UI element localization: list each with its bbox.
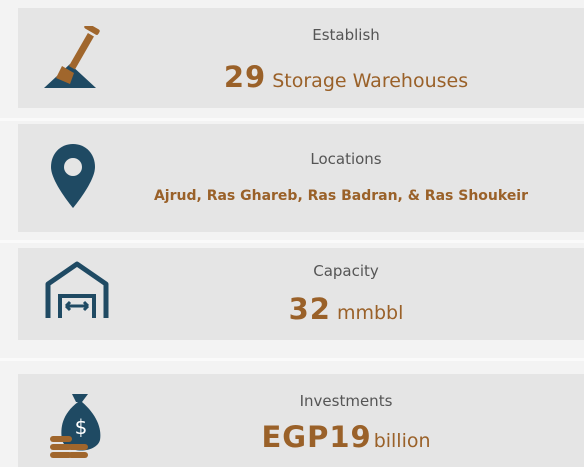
- card-unit: billion: [373, 430, 431, 452]
- card-unit: Storage Warehouses: [272, 70, 469, 92]
- card-text: Ajrud, Ras Ghareb, Ras Badran, & Ras Sho…: [153, 188, 529, 204]
- card-label: Locations: [310, 150, 382, 168]
- card: Capacity 32 mmbbl: [18, 248, 584, 340]
- warehouse-icon: [45, 261, 109, 318]
- card-unit: mmbbl: [336, 302, 404, 324]
- separator: [0, 358, 584, 361]
- card-label: Establish: [312, 26, 380, 44]
- card-value-line: EGP19 billion: [108, 420, 584, 454]
- card-label: Capacity: [313, 262, 379, 280]
- separator: [0, 240, 584, 243]
- money-icon: $: [50, 394, 101, 458]
- svg-text:$: $: [75, 415, 88, 439]
- card-value-line: 29 Storage Warehouses: [108, 60, 584, 94]
- card: Locations Ajrud, Ras Ghareb, Ras Badran,…: [18, 124, 584, 232]
- shovel-icon: [44, 26, 100, 88]
- location-icon: [51, 144, 95, 208]
- card-value: 32: [288, 292, 331, 326]
- card-value: 29: [223, 60, 267, 94]
- separator: [0, 118, 584, 121]
- card-value-line: 32 mmbbl: [108, 292, 584, 326]
- card: Establish 29 Storage Warehouses: [18, 8, 584, 108]
- card: $ Investments EGP19 billion: [18, 374, 584, 467]
- card-value: EGP19: [261, 420, 372, 454]
- card-label: Investments: [299, 392, 393, 410]
